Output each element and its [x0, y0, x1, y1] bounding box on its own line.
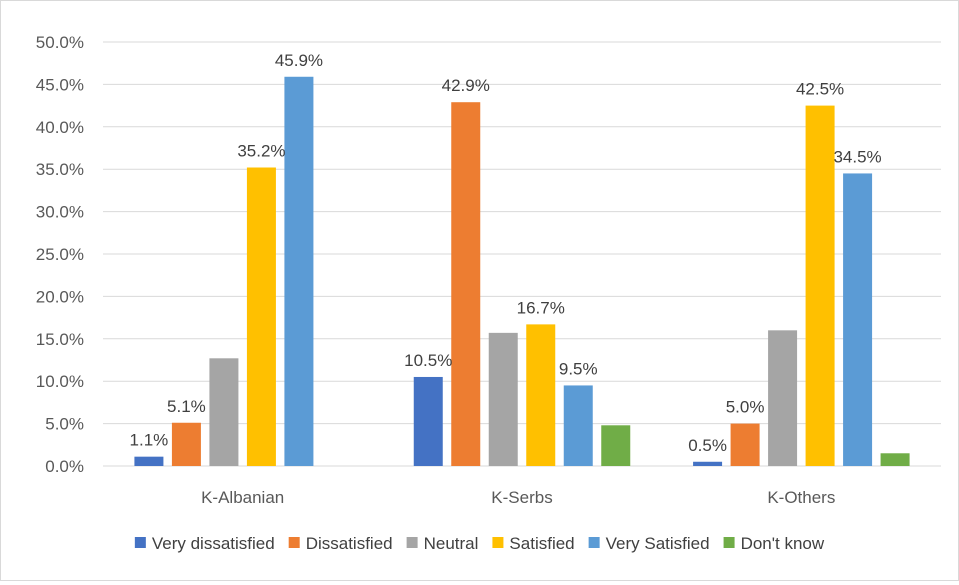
data-label: 0.5% — [688, 436, 727, 455]
data-label: 45.9% — [275, 51, 323, 70]
legend-label: Don't know — [741, 534, 825, 553]
legend-swatch — [588, 537, 600, 548]
bar-very-satisfied-k-serbs — [563, 385, 593, 466]
legend-item: Don't know — [723, 534, 825, 553]
legend-swatch — [723, 537, 735, 548]
bar-neutral-k-others — [768, 330, 798, 466]
data-label: 10.5% — [404, 351, 452, 370]
data-label: 42.5% — [796, 80, 844, 99]
legend-swatch — [134, 537, 146, 548]
y-tick-label: 20.0% — [36, 287, 84, 306]
bar-neutral-k-serbs — [488, 332, 518, 466]
legend-item: Satisfied — [492, 534, 575, 553]
y-tick-label: 10.0% — [36, 372, 84, 391]
legend-label: Satisfied — [509, 534, 574, 553]
data-label: 5.0% — [726, 398, 765, 417]
legend-item: Neutral — [406, 534, 479, 553]
y-tick-label: 25.0% — [36, 245, 84, 264]
y-tick-label: 30.0% — [36, 203, 84, 222]
legend-item: Very dissatisfied — [134, 534, 275, 553]
data-labels: 1.1% 5.1% 35.2% 45.9% 10.5% 42.9% 16.7% 9.5% 0.5… — [130, 51, 882, 455]
bar-satisfied-k-serbs — [526, 324, 556, 466]
data-label: 42.9% — [442, 76, 490, 95]
bar-dissatisfied-k-serbs — [451, 102, 481, 466]
y-tick-label: 50.0% — [36, 33, 84, 52]
bar-neutral-k-albanian — [209, 358, 239, 466]
data-label: 16.7% — [517, 298, 565, 317]
legend-swatch — [406, 537, 418, 548]
legend-label: Very dissatisfied — [152, 534, 275, 553]
data-label: 9.5% — [559, 359, 598, 378]
bar-dissatisfied-k-albanian — [171, 422, 201, 466]
y-tick-label: 5.0% — [45, 415, 84, 434]
bars — [134, 76, 910, 466]
category-label: K-Others — [767, 488, 835, 507]
legend-swatch — [492, 537, 504, 548]
bar-very-satisfied-k-albanian — [284, 76, 314, 466]
category-label: K-Serbs — [491, 488, 552, 507]
bar-very-dissatisfied-k-albanian — [134, 456, 164, 466]
y-axis-tick-labels: 0.0% 5.0% 10.0% 15.0% 20.0% 25.0% 30.0% 35.0% 40… — [36, 33, 84, 476]
bar-very-satisfied-k-others — [843, 173, 873, 466]
legend-label: Very Satisfied — [606, 534, 710, 553]
legend-item: Dissatisfied — [288, 534, 393, 553]
gridlines — [103, 41, 941, 467]
data-label: 1.1% — [130, 431, 169, 450]
legend-item: Very Satisfied — [588, 534, 710, 553]
bar-very-dissatisfied-k-serbs — [413, 376, 443, 466]
bar-satisfied-k-others — [805, 105, 835, 466]
y-tick-label: 0.0% — [45, 457, 84, 476]
legend: Very dissatisfied Dissatisfied Neutral Sati… — [134, 534, 825, 553]
bar-satisfied-k-albanian — [246, 167, 276, 466]
bar-dissatisfied-k-others — [730, 423, 760, 466]
y-tick-label: 45.0% — [36, 75, 84, 94]
data-label: 5.1% — [167, 397, 206, 416]
legend-swatch — [288, 537, 300, 548]
legend-label: Dissatisfied — [306, 534, 393, 553]
data-label: 35.2% — [237, 142, 285, 161]
bar-very-dissatisfied-k-others — [693, 461, 723, 466]
y-tick-label: 40.0% — [36, 118, 84, 137]
bar-don-t-know-k-serbs — [601, 425, 631, 466]
data-label: 34.5% — [833, 147, 881, 166]
x-axis-category-labels: K-Albanian K-Serbs K-Others — [201, 488, 835, 507]
y-tick-label: 15.0% — [36, 330, 84, 349]
y-tick-label: 35.0% — [36, 160, 84, 179]
category-label: K-Albanian — [201, 488, 284, 507]
bar-don-t-know-k-others — [880, 453, 910, 466]
legend-label: Neutral — [424, 534, 479, 553]
